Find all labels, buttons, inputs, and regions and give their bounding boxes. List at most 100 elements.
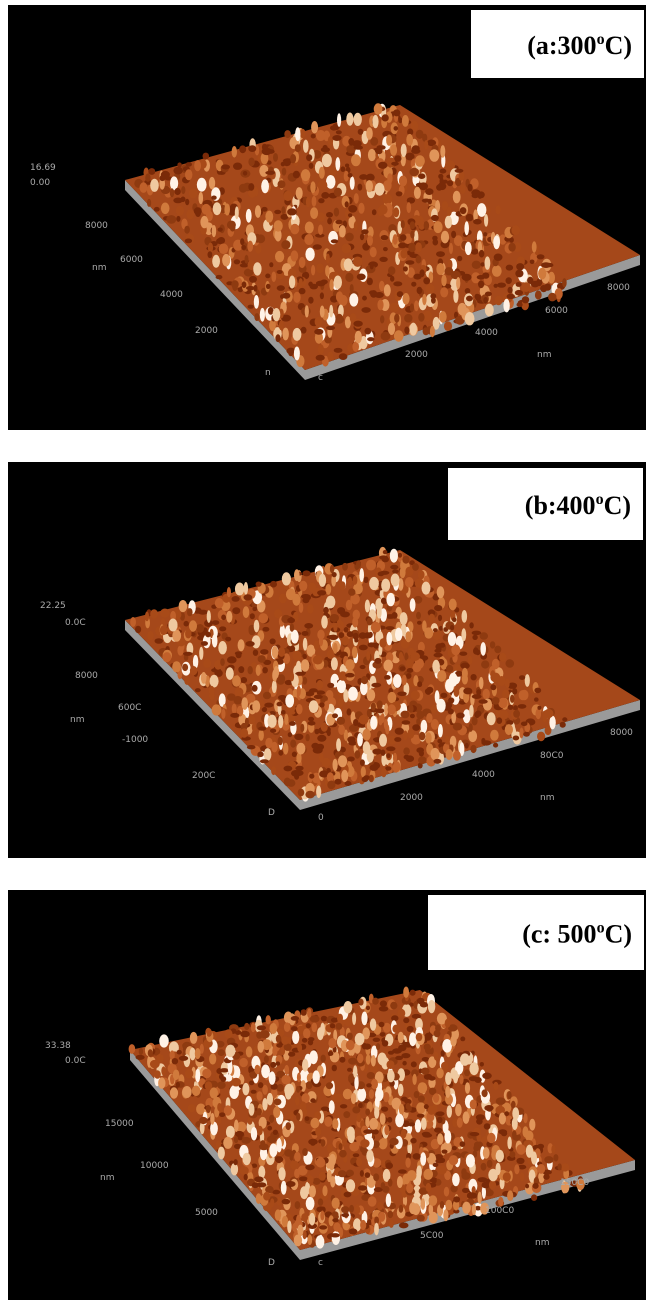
surface-bump	[356, 560, 361, 568]
surface-bump	[424, 627, 433, 638]
surface-bump	[560, 722, 566, 728]
axis-text: 80C0	[540, 751, 564, 761]
surface-bump	[441, 1062, 449, 1071]
surface-bump	[306, 1023, 311, 1028]
surface-bump	[341, 770, 348, 782]
surface-bump	[393, 763, 399, 773]
surface-bump	[155, 638, 164, 644]
surface-bump	[417, 1114, 425, 1118]
surface-bump	[291, 1026, 298, 1031]
surface-bump	[472, 1204, 476, 1216]
surface-bump	[406, 1184, 413, 1194]
surface-bump	[283, 743, 288, 755]
surface-bump	[246, 286, 255, 290]
surface-bump	[425, 732, 431, 744]
surface-bump	[416, 1102, 425, 1113]
surface-bump	[483, 297, 488, 304]
surface-bump	[454, 687, 460, 697]
axis-text: 22.25	[40, 601, 66, 611]
surface-bump	[257, 752, 263, 758]
surface-bump	[462, 274, 472, 281]
surface-bump	[253, 650, 258, 656]
surface-bump	[195, 1048, 201, 1059]
surface-bump	[329, 305, 333, 318]
surface-bump	[411, 282, 416, 287]
surface-bump	[273, 153, 278, 162]
surface-bump	[337, 717, 345, 725]
surface-bump	[326, 1082, 333, 1089]
surface-bump	[210, 1113, 214, 1125]
surface-bump	[336, 1023, 343, 1030]
surface-bump	[154, 1070, 161, 1079]
surface-bump	[506, 277, 512, 284]
surface-bump	[415, 155, 425, 167]
surface-bump	[307, 1008, 311, 1018]
surface-bump	[172, 661, 181, 672]
surface-bump	[177, 162, 181, 167]
surface-bump	[406, 1103, 411, 1110]
surface-bump	[508, 287, 513, 294]
surface-bump	[242, 1083, 249, 1095]
surface-bump	[154, 207, 160, 212]
surface-bump	[401, 1129, 407, 1138]
surface-bump	[212, 255, 220, 268]
surface-bump	[277, 270, 283, 274]
surface-bump	[422, 294, 426, 305]
surface-bump	[333, 1222, 340, 1231]
surface-bump	[150, 1060, 160, 1068]
surface-bump	[523, 732, 530, 737]
surface-bump	[183, 652, 193, 656]
surface-bump	[551, 1145, 555, 1153]
surface-bump	[433, 1163, 439, 1167]
surface-bump	[390, 302, 400, 312]
surface-bump	[308, 1037, 314, 1041]
surface-bump	[258, 727, 266, 731]
axis-text: c	[318, 373, 323, 383]
surface-bump	[220, 658, 225, 666]
surface-bump	[309, 688, 317, 692]
surface-bump	[303, 1028, 310, 1038]
surface-bump	[258, 1082, 263, 1088]
surface-bump	[416, 1165, 422, 1178]
surface-bump	[405, 1158, 410, 1168]
surface-bump	[244, 582, 248, 595]
surface-bump	[372, 115, 378, 128]
surface-bump	[289, 276, 295, 289]
surface-bump	[281, 206, 285, 214]
surface-bump	[190, 1048, 196, 1061]
surface-bump	[481, 660, 489, 668]
surface-bump	[415, 1119, 421, 1132]
surface-bump	[472, 635, 477, 640]
surface-bump	[189, 188, 198, 198]
surface-bump	[523, 1113, 527, 1123]
surface-bump	[393, 674, 402, 688]
surface-bump	[399, 1222, 409, 1228]
surface-bump	[317, 735, 326, 742]
surface-bump	[457, 256, 462, 262]
surface-bump	[484, 214, 488, 227]
surface-bump	[379, 734, 387, 747]
surface-bump	[252, 700, 260, 712]
surface-bump	[441, 275, 446, 287]
surface-bump	[342, 1137, 347, 1146]
surface-bump	[267, 1093, 273, 1105]
surface-bump	[346, 600, 352, 611]
surface-bump	[306, 197, 310, 207]
surface-bump	[514, 1164, 519, 1174]
surface-bump	[226, 611, 232, 623]
surface-bump	[243, 171, 247, 176]
surface-bump	[414, 300, 419, 311]
surface-bump	[492, 659, 500, 669]
surface-bump	[429, 149, 439, 162]
surface-bump	[172, 1058, 178, 1064]
surface-bump	[434, 759, 442, 764]
surface-bump	[532, 241, 537, 252]
surface-bump	[375, 183, 385, 196]
surface-bump	[387, 1117, 392, 1123]
surface-bump	[530, 260, 535, 265]
surface-bump	[507, 1190, 513, 1201]
surface-bump	[398, 1032, 404, 1044]
surface-bump	[471, 674, 477, 680]
surface-bump	[218, 1049, 225, 1056]
surface-bump	[284, 1084, 294, 1097]
